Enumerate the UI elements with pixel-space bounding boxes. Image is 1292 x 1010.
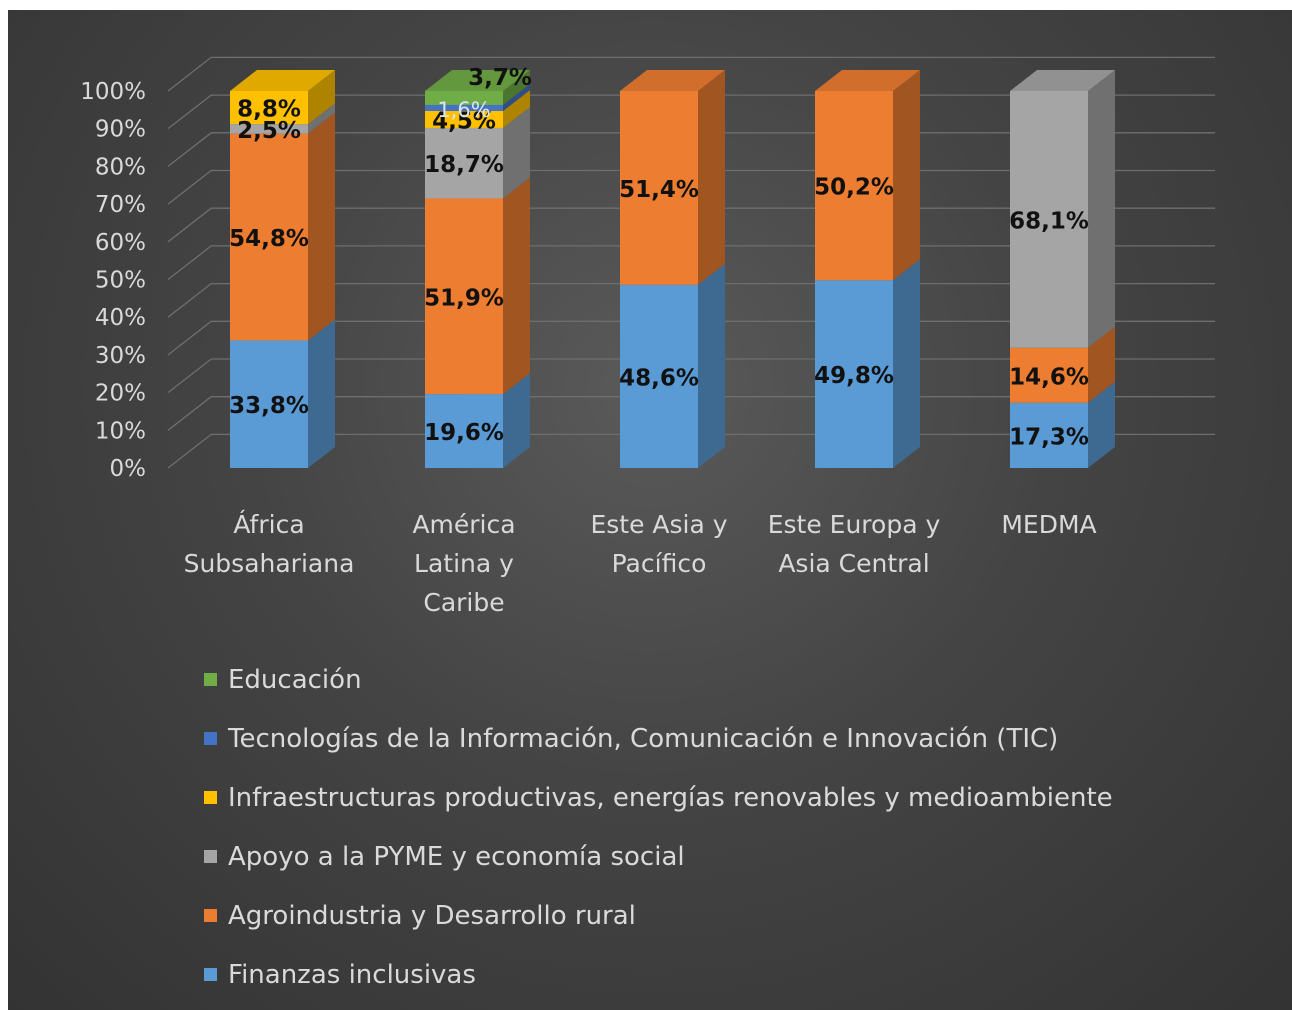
y-tick-label: 70% bbox=[95, 192, 146, 218]
data-label: 50,2% bbox=[814, 175, 894, 201]
y-tick-label: 50% bbox=[95, 268, 146, 294]
y-axis-ticks: 0% 10% 20% 30% 40% 50% 60% 70% 80% 90% 100% bbox=[80, 79, 146, 482]
data-label: 1,6% bbox=[437, 98, 490, 122]
x-category-label: Este Asia y Pacífico bbox=[590, 510, 727, 578]
legend-swatch bbox=[204, 909, 217, 922]
bar-segment bbox=[425, 104, 503, 111]
bar-segment-side bbox=[893, 259, 920, 468]
bar-segment bbox=[230, 133, 308, 341]
y-tick-label: 40% bbox=[95, 305, 146, 331]
x-axis-categories: África Subsahariana América Latina y Caribe E… bbox=[184, 510, 1097, 617]
gridline bbox=[167, 56, 1215, 92]
bar-segment-side bbox=[503, 83, 530, 111]
bar-top bbox=[620, 70, 725, 91]
data-label: 68,1% bbox=[1009, 208, 1089, 234]
legend-item: Infraestructuras productivas, energías r… bbox=[204, 768, 1204, 827]
bar-segment bbox=[230, 91, 308, 125]
bar-segment bbox=[425, 394, 503, 468]
bar-segment-side bbox=[308, 112, 335, 341]
bar-top bbox=[230, 70, 335, 91]
bar-segment bbox=[620, 284, 698, 468]
data-label: 51,9% bbox=[424, 285, 504, 311]
legend-item: Tecnologías de la Información, Comunicac… bbox=[204, 709, 1204, 768]
data-label: 4,5% bbox=[432, 108, 496, 134]
y-tick-label: 100% bbox=[80, 79, 146, 105]
data-label: 48,6% bbox=[619, 365, 699, 391]
legend: Educación Tecnologías de la Información, … bbox=[204, 650, 1204, 1004]
y-tick-label: 20% bbox=[95, 381, 146, 407]
bar-segment-side bbox=[308, 319, 335, 468]
legend-item: Finanzas inclusivas bbox=[204, 945, 1204, 1004]
data-label: 19,6% bbox=[424, 420, 504, 446]
bar-segment-side bbox=[1088, 326, 1115, 403]
bar-segment-side bbox=[503, 89, 530, 128]
legend-label: Apoyo a la PYME y economía social bbox=[228, 841, 685, 872]
y-tick-label: 10% bbox=[95, 418, 146, 444]
bar-top bbox=[1010, 70, 1115, 91]
y-tick-label: 60% bbox=[95, 230, 146, 256]
bar-segment-side bbox=[698, 263, 725, 468]
bar-segment bbox=[620, 91, 698, 285]
y-tick-label: 0% bbox=[110, 456, 147, 482]
legend-item: Agroindustria y Desarrollo rural bbox=[204, 886, 1204, 945]
bar-segment bbox=[425, 127, 503, 199]
bar-segment bbox=[425, 198, 503, 395]
bar-segment bbox=[1010, 402, 1088, 468]
data-label: 18,7% bbox=[424, 152, 504, 178]
bar-segment-side bbox=[308, 70, 335, 125]
legend-swatch bbox=[204, 673, 217, 686]
legend-label: Infraestructuras productivas, energías r… bbox=[228, 782, 1113, 813]
bar-segment-side bbox=[503, 373, 530, 468]
bar-segment-side bbox=[503, 177, 530, 395]
data-label: 2,5% bbox=[237, 118, 301, 144]
x-category-label: MEDMA bbox=[1001, 510, 1096, 539]
legend-swatch bbox=[204, 732, 217, 745]
data-labels: 33,8% 54,8% 2,5%8,8% 19,6% 51,9% 18,7% 4,5%1,6… bbox=[229, 65, 1089, 450]
bar-segment bbox=[425, 110, 503, 128]
y-tick-label: 80% bbox=[95, 154, 146, 180]
stacked-bar-chart-3d: 0% 10% 20% 30% 40% 50% 60% 70% 80% 90% 100% 33,8% 5… bbox=[80, 56, 1215, 617]
chart-area: 0% 10% 20% 30% 40% 50% 60% 70% 80% 90% 100% 33,8% 5… bbox=[8, 10, 1292, 1010]
data-label: 8,8% bbox=[237, 97, 301, 123]
bar-segment bbox=[1010, 347, 1088, 403]
y-tick-label: 90% bbox=[95, 117, 146, 143]
legend-label: Educación bbox=[228, 664, 362, 695]
legend-swatch bbox=[204, 791, 217, 804]
bar-segment-side bbox=[308, 103, 335, 134]
data-label: 33,8% bbox=[229, 393, 309, 419]
bar-segment-side bbox=[1088, 70, 1115, 348]
bar-segment bbox=[425, 91, 503, 105]
data-label: 3,7% bbox=[468, 65, 532, 91]
legend-swatch bbox=[204, 968, 217, 981]
bar-segment bbox=[230, 340, 308, 468]
bar-top bbox=[425, 70, 530, 91]
legend-item: Apoyo a la PYME y economía social bbox=[204, 827, 1204, 886]
data-label: 14,6% bbox=[1009, 364, 1089, 390]
legend-swatch bbox=[204, 850, 217, 863]
bar-segment bbox=[815, 91, 893, 281]
bars bbox=[230, 70, 1115, 468]
bar-segment bbox=[815, 280, 893, 468]
bar-segment bbox=[230, 124, 308, 134]
legend-label: Tecnologías de la Información, Comunicac… bbox=[228, 723, 1059, 754]
x-category-label: África Subsahariana bbox=[184, 510, 355, 578]
data-label: 54,8% bbox=[229, 226, 309, 252]
x-category-label: América Latina y Caribe bbox=[412, 510, 515, 617]
y-tick-label: 30% bbox=[95, 343, 146, 369]
data-label: 17,3% bbox=[1009, 424, 1089, 450]
x-category-label: Este Europa y Asia Central bbox=[768, 510, 941, 578]
bar-segment-side bbox=[503, 106, 530, 199]
bar-segment-side bbox=[503, 70, 530, 105]
bar-segment-side bbox=[893, 70, 920, 281]
bar-segment-side bbox=[1088, 381, 1115, 468]
bar-top bbox=[815, 70, 920, 91]
data-label: 49,8% bbox=[814, 363, 894, 389]
legend-item: Educación bbox=[204, 650, 1204, 709]
legend-label: Agroindustria y Desarrollo rural bbox=[228, 900, 636, 931]
legend-label: Finanzas inclusivas bbox=[228, 959, 476, 990]
bar-segment-side bbox=[698, 70, 725, 285]
data-label: 51,4% bbox=[619, 177, 699, 203]
bar-segment bbox=[1010, 91, 1088, 348]
